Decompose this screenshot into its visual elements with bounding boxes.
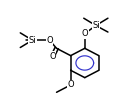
Text: O: O [49,52,56,61]
Text: O: O [82,29,88,38]
Text: O: O [46,36,53,45]
Text: Si: Si [92,21,100,30]
Text: Si: Si [29,36,36,45]
Text: O: O [67,80,74,89]
